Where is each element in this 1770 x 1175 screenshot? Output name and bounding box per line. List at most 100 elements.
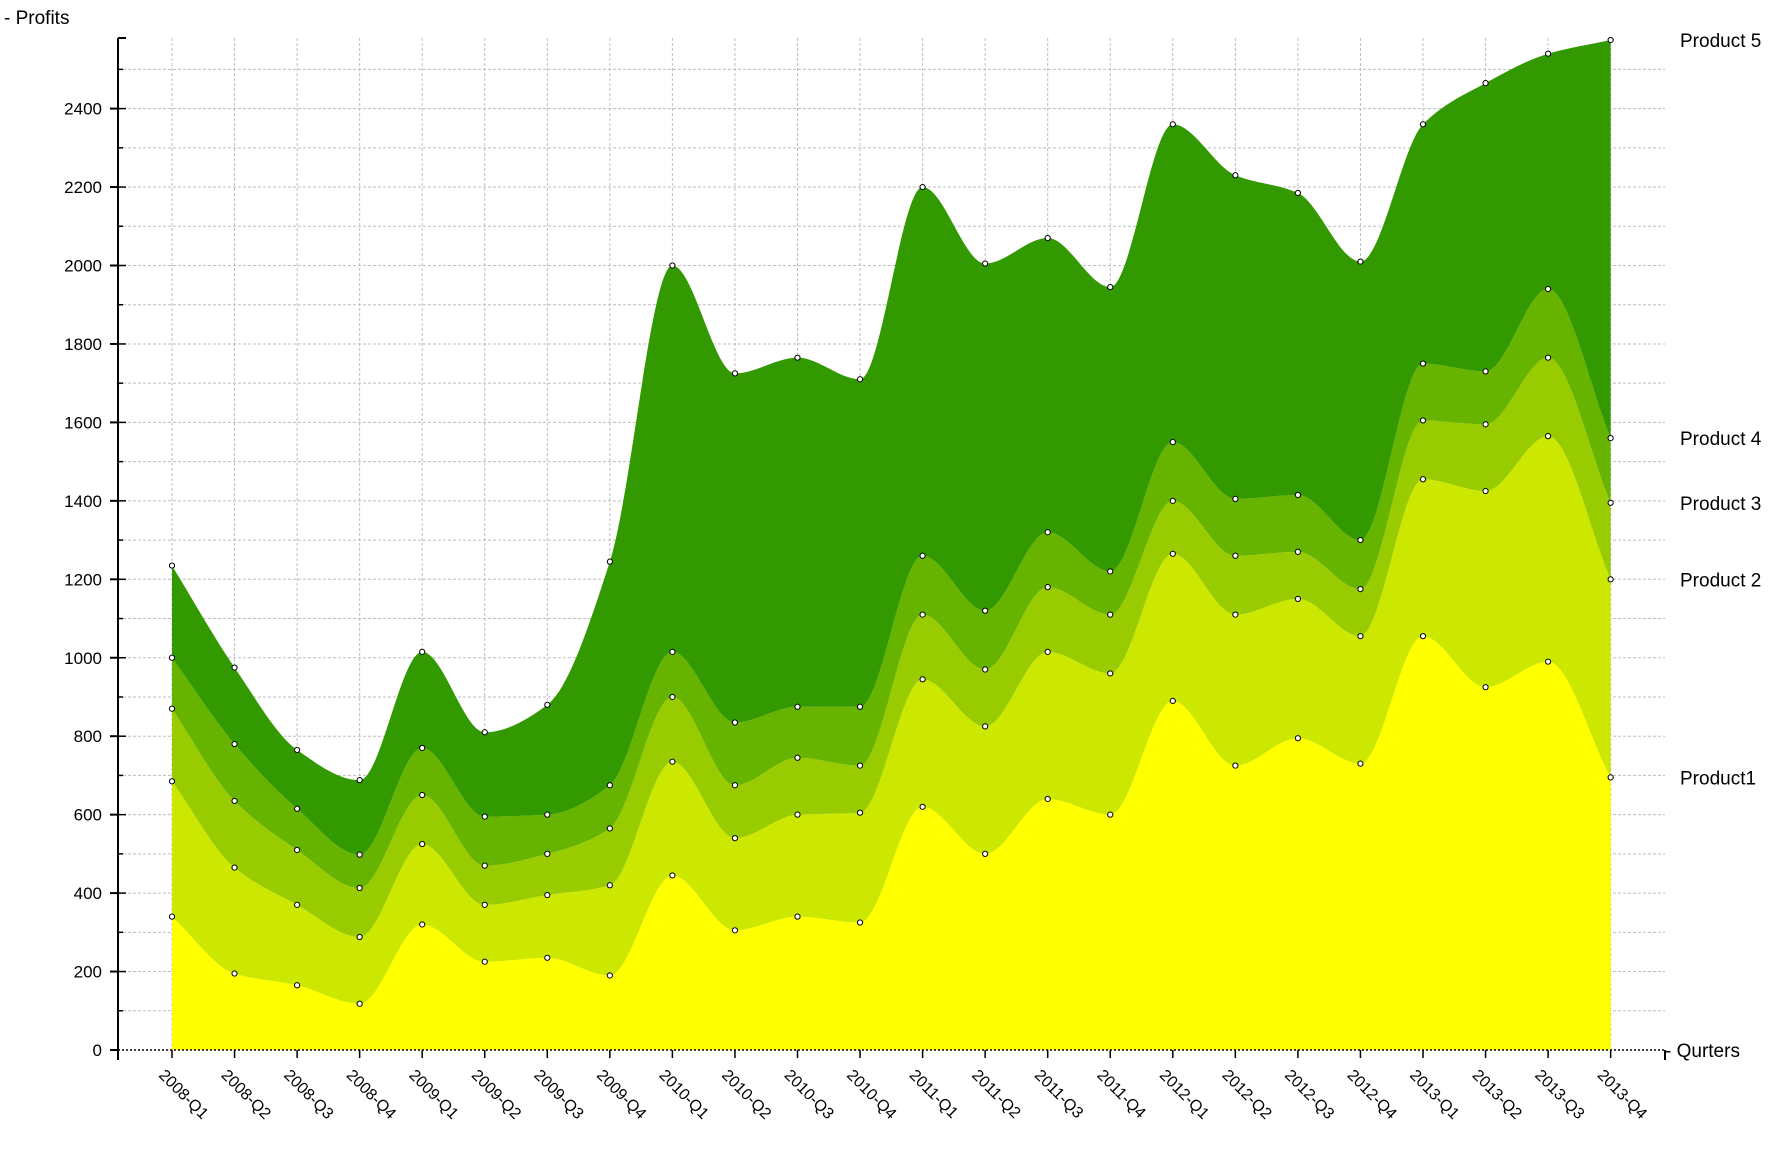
y-tick-label: 0: [93, 1041, 102, 1060]
point-layer: [168, 36, 1614, 1007]
data-point: [1357, 586, 1364, 593]
data-point: [294, 846, 301, 854]
y-tick-label: 1200: [64, 570, 102, 589]
area-product-2: [172, 436, 1611, 1004]
data-point: [1169, 121, 1176, 128]
x-tick-label: 2012-Q3: [1281, 1067, 1337, 1123]
data-point: [544, 850, 551, 857]
data-point: [856, 376, 864, 383]
data-point: [919, 676, 926, 683]
data-point: [856, 809, 864, 816]
data-point: [481, 729, 488, 736]
series-label: Product 2: [1680, 570, 1761, 591]
x-tick-label: 2009-Q3: [530, 1067, 586, 1123]
data-point: [1357, 258, 1364, 265]
data-point: [1419, 360, 1427, 367]
data-point: [294, 805, 301, 812]
data-point: [669, 648, 676, 655]
data-point: [1232, 172, 1239, 179]
y-tick-label: 800: [74, 727, 102, 746]
data-point: [231, 864, 238, 871]
data-point: [481, 862, 488, 869]
y-tick-label: 600: [74, 806, 102, 825]
x-tick-label: 2013-Q1: [1406, 1067, 1462, 1123]
x-tick-label: 2012-Q1: [1156, 1067, 1212, 1123]
data-point: [1169, 497, 1176, 504]
x-tick-label: 2009-Q4: [593, 1067, 649, 1123]
x-tick-label: 2008-Q1: [155, 1067, 211, 1123]
series-label: Product1: [1680, 768, 1756, 789]
y-tick-label: 1400: [64, 492, 102, 511]
data-point: [794, 811, 801, 818]
data-point: [356, 851, 363, 858]
data-point: [168, 778, 176, 785]
series-label: Product 4: [1680, 429, 1762, 450]
data-point: [1357, 760, 1364, 767]
data-point: [794, 913, 801, 920]
data-point: [731, 370, 739, 377]
series-label: Product 3: [1680, 494, 1761, 515]
data-point: [1232, 611, 1239, 618]
data-point: [231, 740, 238, 748]
data-point: [1545, 50, 1552, 57]
x-tick-label: 2011-Q3: [1031, 1067, 1086, 1122]
y-tick-label: 1000: [64, 649, 102, 668]
area-product-5: [172, 39, 1611, 855]
area-product-4: [172, 289, 1611, 889]
x-tick-label: 2008-Q4: [343, 1067, 399, 1123]
data-point: [794, 703, 801, 710]
y-tick-label: 1600: [64, 413, 102, 432]
x-tick-label: 2012-Q2: [1219, 1067, 1275, 1123]
data-point: [231, 970, 238, 977]
data-point: [231, 664, 238, 671]
x-tick-label: 2009-Q1: [405, 1067, 461, 1123]
data-point: [544, 811, 551, 818]
data-point: [1545, 658, 1552, 665]
data-point: [919, 183, 926, 191]
data-point: [1107, 811, 1114, 818]
x-tick-label: 2013-Q2: [1469, 1067, 1525, 1123]
data-point: [1607, 36, 1614, 44]
data-point: [168, 913, 176, 920]
data-point: [1545, 433, 1552, 440]
data-point: [1107, 568, 1114, 575]
data-point: [1232, 495, 1239, 502]
series-labels: Product1 Product 2 Product 3 Product 4 Produ…: [1680, 31, 1762, 789]
data-point: [606, 825, 613, 832]
data-point: [731, 927, 739, 934]
data-point: [231, 797, 238, 805]
data-point: [356, 933, 363, 941]
x-tick-label: 2011-Q4: [1093, 1067, 1148, 1122]
data-point: [168, 654, 176, 661]
y-tick-label: 2000: [64, 257, 102, 276]
data-point: [1607, 774, 1614, 781]
data-point: [1607, 434, 1614, 442]
x-tick-label: 2008-Q3: [280, 1067, 336, 1123]
area-product1: [172, 636, 1611, 1050]
data-point: [1294, 491, 1302, 499]
data-point: [544, 701, 551, 708]
data-point: [1419, 121, 1427, 128]
data-point: [731, 719, 739, 726]
data-point: [1294, 735, 1302, 742]
data-point: [982, 666, 989, 673]
data-point: [1169, 697, 1176, 704]
data-point: [731, 835, 739, 842]
x-tick-label: 2010-Q2: [718, 1067, 774, 1123]
data-point: [1419, 417, 1427, 424]
y-tick-label: 2400: [64, 100, 102, 119]
data-point: [419, 648, 426, 655]
data-point: [1357, 633, 1364, 640]
x-tick-label: 2010-Q1: [656, 1067, 712, 1123]
data-point: [982, 607, 989, 614]
data-point: [1482, 684, 1489, 691]
data-point: [481, 958, 488, 965]
x-axis-title: - Qurters: [1665, 1041, 1740, 1062]
y-tick-label: 400: [74, 884, 102, 903]
data-point: [1482, 487, 1489, 495]
data-point: [794, 354, 801, 361]
data-point: [1232, 552, 1239, 559]
data-point: [1169, 438, 1176, 446]
data-point: [1107, 670, 1114, 677]
